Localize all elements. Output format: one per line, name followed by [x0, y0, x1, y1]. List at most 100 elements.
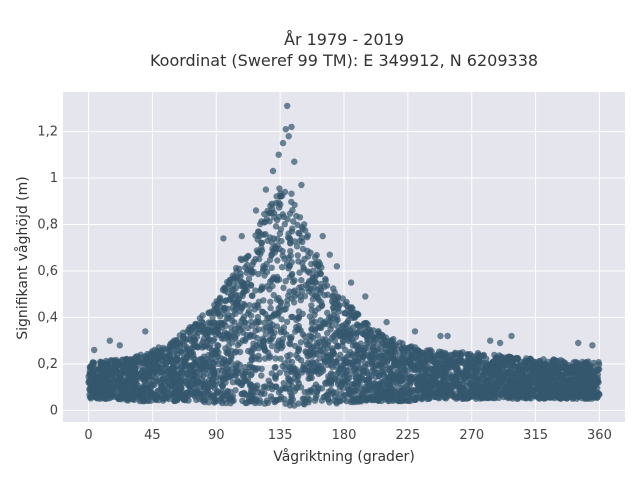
data-point	[131, 365, 139, 372]
data-point	[440, 351, 447, 358]
data-point	[122, 356, 129, 363]
data-point	[318, 385, 326, 392]
data-point	[337, 390, 345, 398]
data-point	[570, 394, 577, 401]
data-point	[561, 388, 568, 395]
data-point	[293, 369, 300, 376]
data-point	[415, 371, 422, 378]
data-point	[296, 214, 304, 221]
data-point	[227, 329, 235, 336]
data-point	[315, 362, 322, 369]
data-point	[224, 358, 231, 366]
data-point	[472, 395, 480, 402]
data-point	[272, 397, 279, 405]
data-point	[203, 370, 211, 377]
data-point	[326, 251, 333, 258]
data-point	[262, 331, 270, 338]
data-point	[402, 354, 409, 362]
data-point	[324, 309, 331, 316]
x-tick-label: 0	[84, 428, 92, 443]
data-point	[535, 395, 542, 402]
data-point	[326, 399, 333, 406]
data-point	[387, 386, 395, 393]
data-point	[155, 348, 162, 355]
data-point	[329, 304, 337, 311]
data-point	[544, 362, 551, 369]
data-point	[176, 339, 184, 346]
data-point	[159, 392, 166, 400]
data-point	[299, 260, 306, 267]
data-point	[425, 347, 432, 355]
data-point	[339, 322, 346, 329]
data-point	[363, 333, 371, 340]
data-point	[212, 347, 220, 354]
data-point	[508, 388, 515, 396]
data-point	[182, 360, 189, 367]
data-point	[255, 326, 262, 333]
data-point	[352, 388, 359, 395]
data-point	[295, 322, 302, 330]
data-point	[420, 359, 427, 366]
data-point	[101, 395, 108, 402]
data-point	[199, 324, 206, 331]
data-point	[248, 355, 255, 363]
data-point	[383, 318, 390, 326]
data-point	[200, 343, 208, 350]
data-point	[141, 378, 148, 385]
data-point	[189, 362, 196, 369]
data-point	[162, 361, 170, 368]
data-point	[232, 292, 239, 300]
chart-title: År 1979 - 2019	[284, 30, 404, 49]
data-point	[226, 276, 233, 284]
data-point	[346, 332, 353, 339]
data-point	[396, 352, 403, 359]
data-point	[320, 351, 327, 358]
data-point	[589, 342, 596, 349]
data-point	[235, 324, 242, 332]
x-tick-label: 90	[208, 428, 225, 443]
data-point	[361, 360, 369, 367]
data-point	[288, 272, 295, 279]
data-point	[219, 383, 226, 390]
data-point	[222, 371, 229, 378]
data-point	[529, 378, 537, 386]
data-point	[312, 273, 319, 281]
data-point	[321, 318, 328, 325]
data-point	[365, 345, 372, 352]
data-point	[160, 352, 167, 360]
data-point	[267, 393, 275, 400]
data-point	[218, 395, 225, 402]
data-point	[163, 374, 171, 381]
data-point	[234, 379, 241, 386]
data-point	[232, 372, 239, 379]
data-point	[465, 372, 472, 379]
data-point	[189, 336, 197, 344]
data-point	[322, 336, 329, 343]
data-point	[196, 315, 204, 322]
data-point	[207, 379, 214, 386]
data-point	[225, 336, 232, 344]
data-point	[231, 319, 238, 326]
data-point	[405, 375, 412, 382]
data-point	[283, 370, 291, 378]
data-point	[523, 381, 530, 388]
data-point	[233, 330, 241, 338]
data-point	[249, 261, 256, 268]
data-point	[274, 342, 281, 350]
data-point	[260, 297, 267, 304]
data-point	[317, 270, 324, 278]
data-point	[526, 369, 533, 376]
data-point	[458, 385, 465, 393]
y-axis-label: Signifikant våghöjd (m)	[14, 176, 31, 339]
data-point	[295, 400, 302, 407]
data-point	[247, 381, 255, 388]
data-point	[242, 335, 250, 342]
data-point	[276, 204, 283, 211]
data-point	[359, 322, 366, 329]
data-point	[292, 328, 299, 335]
data-point	[595, 359, 602, 366]
data-point	[97, 387, 105, 394]
data-point	[307, 249, 314, 256]
data-point	[345, 390, 352, 397]
